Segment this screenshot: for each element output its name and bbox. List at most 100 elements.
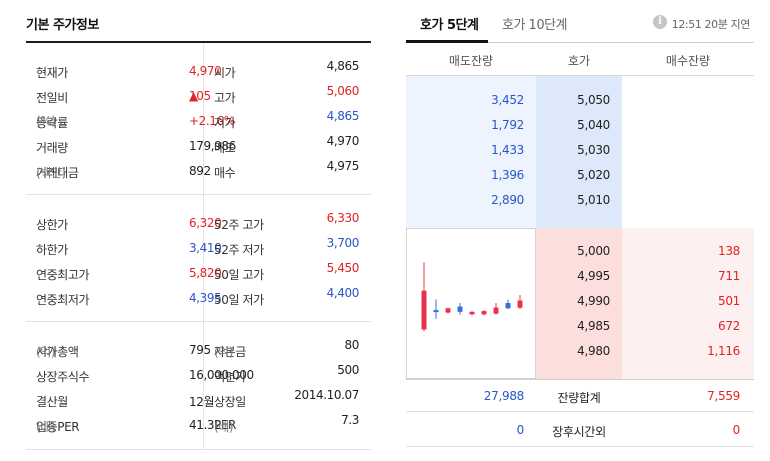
candle-body bbox=[481, 311, 487, 315]
ask-price: 5,030 bbox=[577, 143, 610, 157]
candlestick-svg bbox=[421, 262, 523, 332]
tab-order-5[interactable]: 호가 5단계 bbox=[420, 18, 479, 33]
candle-body bbox=[469, 311, 475, 315]
after-hours-ask-qty: 0 bbox=[516, 423, 525, 437]
info-value: 5,060 bbox=[326, 84, 360, 98]
group-divider bbox=[26, 321, 371, 322]
bid-row[interactable]: 5,000 138 bbox=[406, 239, 754, 264]
bid-row[interactable]: 4,990 501 bbox=[406, 289, 754, 314]
group-divider bbox=[26, 194, 371, 195]
info-row: 업종PER (배) 41.32 PER (배) 7.3 bbox=[36, 413, 359, 434]
group-divider bbox=[26, 449, 371, 450]
summary-divider bbox=[406, 446, 754, 447]
info-value: 4,865 bbox=[326, 59, 360, 73]
total-label: 잔량합계 bbox=[557, 391, 601, 405]
info-row: 하한가 3,410 52주 저가 3,700 bbox=[36, 236, 360, 257]
ask-qty: 1,433 bbox=[491, 143, 524, 157]
info-value: 500 bbox=[337, 363, 359, 377]
ask-qty: 1,396 bbox=[491, 168, 524, 182]
info-row: 현재가 4,970 시가 4,865 bbox=[36, 59, 360, 80]
bid-price: 5,000 bbox=[577, 244, 610, 258]
header-ask-qty: 매도잔량 bbox=[448, 54, 494, 68]
info-row: 결산월 12월 상장일 2014.10.07 bbox=[36, 388, 359, 409]
header-price: 호가 bbox=[567, 54, 591, 68]
tabs-divider bbox=[406, 42, 754, 43]
bid-qty-area bbox=[622, 228, 754, 379]
ask-price: 5,040 bbox=[577, 118, 610, 132]
bid-row[interactable]: 4,985 672 bbox=[406, 314, 754, 339]
info-row: 연중최저가 4,395 50일 저가 4,400 bbox=[36, 286, 359, 307]
ask-qty: 3,452 bbox=[491, 93, 524, 107]
bid-price: 4,995 bbox=[577, 269, 610, 283]
candle-body bbox=[421, 290, 427, 330]
header-bid-qty: 매수잔량 bbox=[665, 54, 711, 68]
delay-notice: 12:51 20분 지연 bbox=[671, 18, 751, 31]
candle-body bbox=[457, 306, 463, 312]
candle-body bbox=[517, 300, 523, 308]
title-divider bbox=[26, 41, 371, 43]
info-row: 상장주식수 16,000,000 액면가 500 bbox=[36, 363, 359, 384]
column-divider bbox=[203, 322, 204, 449]
candle-body bbox=[493, 307, 499, 314]
ask-row[interactable]: 1,396 5,020 bbox=[406, 163, 754, 188]
info-value: 3,700 bbox=[326, 236, 360, 250]
ask-row[interactable]: 1,433 5,030 bbox=[406, 138, 754, 163]
column-divider bbox=[203, 43, 204, 194]
info-value: 4,975 bbox=[326, 159, 360, 173]
bid-price: 4,990 bbox=[577, 294, 610, 308]
ask-row[interactable]: 2,890 5,010 bbox=[406, 188, 754, 213]
bid-price: 4,985 bbox=[577, 319, 610, 333]
mini-candlestick-chart bbox=[406, 228, 536, 379]
bid-price: 4,980 bbox=[577, 344, 610, 358]
ask-qty: 1,792 bbox=[491, 118, 524, 132]
summary-divider bbox=[406, 411, 754, 412]
info-value: 5,450 bbox=[326, 261, 360, 275]
info-value: 80 bbox=[344, 338, 360, 352]
ask-qty: 2,890 bbox=[491, 193, 524, 207]
info-unit: (배) bbox=[36, 420, 56, 434]
ask-price: 5,020 bbox=[577, 168, 610, 182]
column-divider bbox=[203, 195, 204, 321]
info-icon[interactable]: i bbox=[653, 15, 667, 29]
ask-price: 5,010 bbox=[577, 193, 610, 207]
ask-price-area bbox=[536, 76, 622, 228]
info-row: 거래량 179,986 매도 4,970 bbox=[36, 134, 360, 155]
info-value: 4,970 bbox=[326, 134, 360, 148]
info-value: 4,865 bbox=[326, 109, 360, 123]
active-tab-underline bbox=[406, 40, 488, 43]
info-unit: (억) bbox=[36, 345, 56, 359]
header-divider bbox=[406, 75, 754, 76]
info-row: 상한가 6,320 52주 고가 6,330 bbox=[36, 211, 360, 232]
bid-qty: 138 bbox=[717, 244, 740, 258]
bid-price-area bbox=[536, 228, 622, 379]
bid-row[interactable]: 4,995 711 bbox=[406, 264, 754, 289]
info-value: 6,330 bbox=[326, 211, 360, 225]
info-unit: (배) bbox=[214, 420, 234, 434]
candle-body bbox=[445, 308, 451, 313]
candle-body bbox=[505, 303, 511, 309]
after-hours-bid-qty: 0 bbox=[732, 423, 741, 437]
info-row: 거래대금 (백만) 892 매수 4,975 bbox=[36, 159, 360, 180]
total-ask-qty: 27,988 bbox=[483, 389, 525, 403]
bid-qty: 672 bbox=[717, 319, 740, 333]
info-unit: (억) bbox=[214, 345, 234, 359]
info-row: 연중최고가 5,820 50일 고가 5,450 bbox=[36, 261, 360, 282]
ask-row[interactable]: 1,792 5,040 bbox=[406, 113, 754, 138]
summary-row-after-hours: 0 장후시간외 0 bbox=[406, 415, 754, 445]
bid-qty: 711 bbox=[717, 269, 740, 283]
bid-qty: 1,116 bbox=[707, 344, 740, 358]
up-arrow-icon: ▲ bbox=[189, 89, 198, 103]
total-bid-qty: 7,559 bbox=[707, 389, 740, 403]
info-row: 전일비 ▲ 105 고가 5,060 bbox=[36, 84, 360, 105]
candle-body bbox=[433, 310, 439, 313]
ask-row[interactable]: 3,452 5,050 bbox=[406, 88, 754, 113]
ask-price: 5,050 bbox=[577, 93, 610, 107]
info-row: 등락률 (%) +2.16% 저가 4,865 bbox=[36, 109, 360, 130]
bid-qty: 501 bbox=[717, 294, 740, 308]
tab-order-10[interactable]: 호가 10단계 bbox=[502, 18, 568, 33]
summary-row-total: 27,988 잔량합계 7,559 bbox=[406, 381, 754, 411]
info-value: 2014.10.07 bbox=[294, 388, 359, 402]
info-unit: (%) bbox=[36, 114, 56, 128]
bid-row[interactable]: 4,980 1,116 bbox=[406, 339, 754, 364]
info-row: 시가총액 (억) 795 자본금 (억) 80 bbox=[36, 338, 360, 359]
